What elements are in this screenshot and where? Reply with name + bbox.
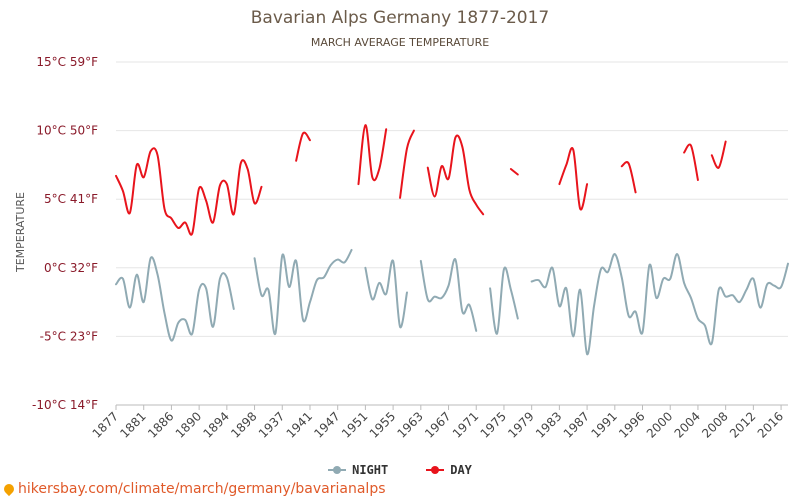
- x-tick-label: 1894: [200, 409, 231, 440]
- legend-item-night[interactable]: NIGHT: [328, 463, 388, 477]
- day-series-line: [295, 131, 311, 162]
- x-tick-label: 2008: [699, 409, 730, 440]
- x-tick-label: 1975: [478, 409, 509, 440]
- x-tick-label: 2012: [727, 409, 758, 440]
- night-series-line: [419, 258, 478, 332]
- chart-legend: NIGHT DAY: [0, 463, 800, 477]
- day-series-line: [399, 129, 415, 199]
- x-tick-label: 1987: [561, 409, 592, 440]
- day-series-line: [357, 124, 388, 186]
- x-tick-label: 2000: [644, 409, 675, 440]
- y-tick-label: -10°C 14°F: [32, 398, 98, 412]
- night-series-line: [489, 266, 519, 335]
- day-series-line: [115, 147, 263, 236]
- x-tick-label: 1967: [422, 409, 453, 440]
- x-tick-label: 1971: [450, 409, 481, 440]
- y-tick-label: -5°C 23°F: [40, 329, 98, 343]
- x-tick-label: 1996: [616, 409, 647, 440]
- x-tick-label: 2004: [672, 409, 703, 440]
- x-tick-label: 1898: [228, 409, 259, 440]
- x-tick-label: 1937: [256, 409, 287, 440]
- x-tick-label: 1955: [367, 409, 398, 440]
- day-series-line: [509, 168, 519, 176]
- day-series-line: [683, 143, 699, 181]
- x-tick-label: 1983: [533, 409, 564, 440]
- legend-item-day[interactable]: DAY: [426, 463, 472, 477]
- night-series-line: [364, 259, 408, 329]
- day-series-line: [426, 134, 485, 216]
- y-tick-label: 5°C 41°F: [44, 192, 98, 206]
- night-series-line: [115, 256, 235, 342]
- day-legend-marker-icon: [426, 465, 445, 475]
- x-tick-label: 1991: [588, 409, 619, 440]
- y-tick-label: 10°C 50°F: [36, 124, 98, 138]
- x-tick-label: 1881: [117, 409, 148, 440]
- day-series-line: [558, 147, 589, 211]
- x-tick-label: 1886: [145, 409, 176, 440]
- x-tick-label: 2016: [755, 409, 786, 440]
- y-tick-label: 0°C 32°F: [44, 261, 98, 275]
- x-tick-label: 1947: [311, 409, 342, 440]
- chart-subtitle: MARCH AVERAGE TEMPERATURE: [310, 36, 490, 49]
- night-series-line: [253, 248, 353, 335]
- night-series-line: [530, 253, 789, 356]
- x-tick-label: 1890: [173, 409, 204, 440]
- x-tick-label: 1877: [90, 409, 121, 440]
- x-tick-label: 1941: [284, 409, 315, 440]
- legend-label-day: DAY: [450, 463, 472, 477]
- legend-label-night: NIGHT: [352, 463, 389, 477]
- chart-title: Bavarian Alps Germany 1877-2017: [250, 8, 550, 28]
- day-series-line: [710, 140, 727, 169]
- y-tick-label: 15°C 59°F: [36, 55, 98, 69]
- night-legend-marker-icon: [328, 465, 347, 475]
- footer-link-text: hikersbay.com/climate/march/germany/bava…: [18, 481, 386, 497]
- footer-link[interactable]: hikersbay.com/climate/march/germany/bava…: [1, 481, 386, 497]
- x-tick-label: 1963: [394, 409, 425, 440]
- day-series-line: [620, 161, 637, 194]
- location-pin-icon: [1, 481, 17, 497]
- x-tick-label: 1979: [505, 409, 536, 440]
- x-tick-label: 1951: [339, 409, 370, 440]
